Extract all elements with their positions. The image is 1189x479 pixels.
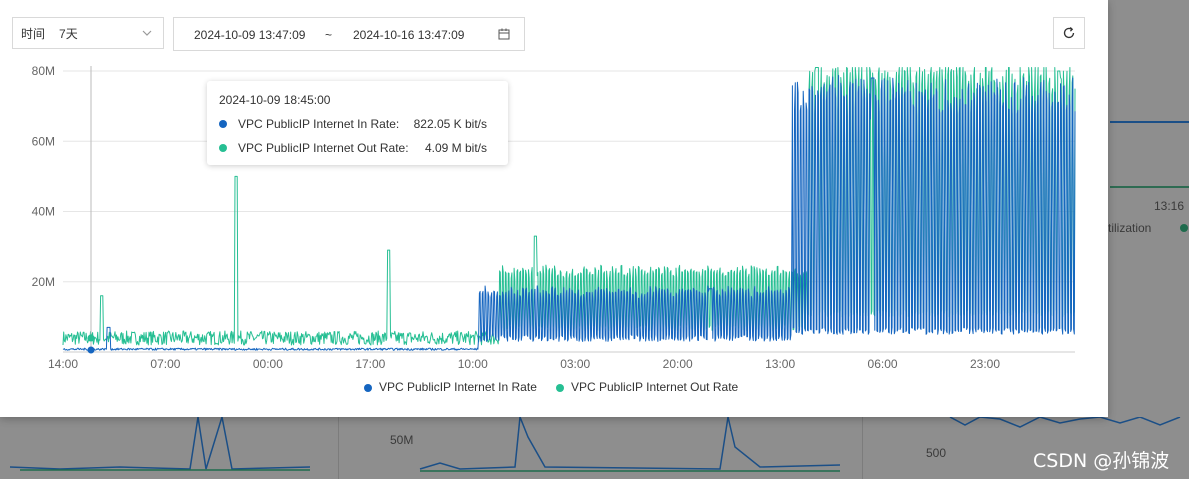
background-y-label: 50M [390,433,414,447]
background-legend-fragment: tilization [1108,221,1152,235]
legend-label: VPC PublicIP Internet In Rate [379,380,537,394]
x-tick-label: 07:00 [150,357,180,371]
tooltip-series-name: VPC PublicIP Internet Out Rate: [238,141,409,155]
x-tick-label: 14:00 [48,357,78,371]
x-tick-label: 06:00 [868,357,898,371]
crosshair-point-out [87,334,95,342]
legend-label: VPC PublicIP Internet Out Rate [571,380,739,394]
tooltip-dot-in [219,120,227,128]
legend-dot-out [556,384,564,392]
background-panel-divider [338,417,339,479]
background-y-label: 500 [926,446,947,460]
y-tick-label: 40M [32,205,55,219]
x-tick-label: 10:00 [458,357,488,371]
legend-item-in[interactable]: VPC PublicIP Internet In Rate [364,380,537,394]
background-tick-label: 13:16 [1154,199,1185,213]
y-tick-label: 20M [32,275,55,289]
refresh-icon [1063,27,1075,39]
tooltip-dot-out [219,144,227,152]
y-tick-label: 60M [32,134,55,148]
time-range-select[interactable]: 时间 7天 [12,17,164,49]
chevron-down-icon [142,30,152,36]
tooltip-series-name: VPC PublicIP Internet In Rate: [238,117,400,131]
series-line-in [62,75,1076,351]
network-rate-chart[interactable]: 80M 60M 40M 20M 14:00 07:00 00:00 17:00 10:00 03… [0,0,1108,417]
x-tick-label: 23:00 [970,357,1000,371]
x-tick-label: 13:00 [765,357,795,371]
x-tick-label: 03:00 [560,357,590,371]
background-legend-dot [1180,224,1188,232]
end-time-input[interactable]: 2024-10-16 13:47:09 [353,28,465,42]
monitor-modal: 时间 7天 2024-10-09 13:47:09 ~ 2024-10-16 1… [0,0,1108,417]
legend-item-out[interactable]: VPC PublicIP Internet Out Rate [556,380,738,394]
tooltip-row-in: VPC PublicIP Internet In Rate: 822.05 K … [219,117,499,133]
tooltip-series-value: 4.09 M bit/s [424,141,487,155]
range-separator: ~ [325,28,333,42]
y-tick-label: 80M [32,64,55,78]
x-tick-label: 17:00 [355,357,385,371]
chart-tooltip: 2024-10-09 18:45:00 VPC PublicIP Interne… [207,81,508,165]
tooltip-series-value: 822.05 K bit/s [413,117,487,131]
background-series-line [1110,186,1189,188]
refresh-button[interactable] [1053,17,1085,49]
background-series-line [1110,121,1189,123]
watermark: CSDN @孙锦波 [1033,450,1170,472]
background-mini-charts [9,417,1181,472]
tooltip-row-out: VPC PublicIP Internet Out Rate: 4.09 M b… [219,141,499,157]
start-time-input[interactable]: 2024-10-09 13:47:09 [194,28,306,42]
x-tick-label: 20:00 [663,357,693,371]
date-range-picker[interactable]: 2024-10-09 13:47:09 ~ 2024-10-16 13:47:0… [173,17,525,51]
crosshair-point-in [87,346,95,354]
tooltip-time: 2024-10-09 18:45:00 [219,93,331,107]
legend-dot-in [364,384,372,392]
calendar-icon[interactable] [498,28,510,40]
x-tick-label: 00:00 [253,357,283,371]
background-panel-divider [862,417,863,479]
time-select-value: 7天 [59,26,78,41]
time-select-label: 时间 [21,26,46,41]
